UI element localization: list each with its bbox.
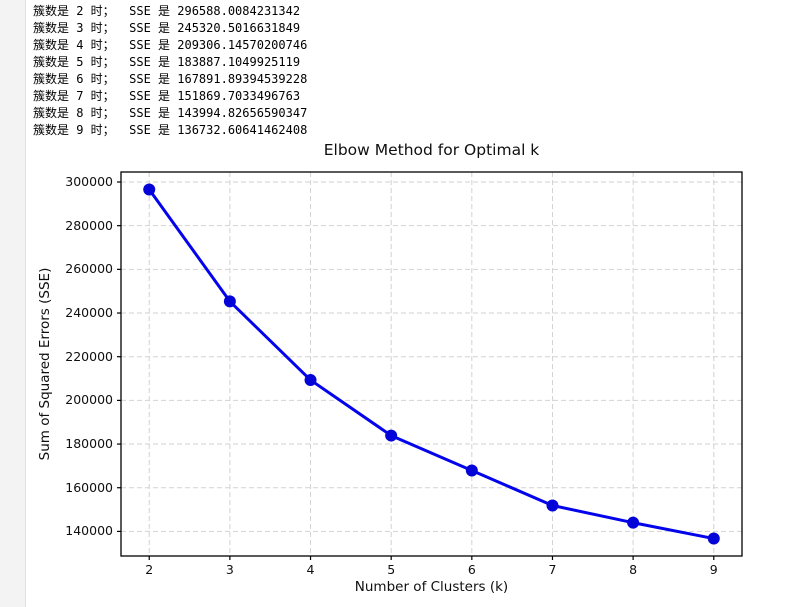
console-line: 簇数是 2 时； SSE 是 296588.0084231342 — [33, 4, 301, 18]
data-point-k2 — [143, 183, 156, 196]
y-tick-label: 200000 — [65, 392, 113, 408]
console-line: 簇数是 3 时； SSE 是 245320.5016631849 — [33, 21, 301, 35]
console-output: 簇数是 2 时； SSE 是 296588.0084231342 簇数是 3 时；… — [33, 3, 307, 139]
console-line: 簇数是 8 时； SSE 是 143994.82656590347 — [33, 106, 308, 120]
x-tick-label: 9 — [709, 562, 718, 577]
sse-line — [147, 187, 716, 541]
x-tick-label: 5 — [387, 562, 396, 577]
y-tick-label: 280000 — [65, 217, 113, 233]
x-tick-label: 2 — [145, 562, 154, 577]
x-axis-label: Number of Clusters (k) — [354, 579, 509, 595]
data-point-k4 — [304, 374, 317, 387]
console-line: 簇数是 6 时； SSE 是 167891.89394539228 — [33, 72, 308, 86]
data-point-k5 — [385, 429, 398, 442]
data-point-k8 — [627, 516, 640, 529]
x-tick-label: 6 — [467, 562, 476, 577]
y-tick-label: 160000 — [65, 479, 113, 495]
console-line: 簇数是 4 时； SSE 是 209306.14570200746 — [33, 38, 308, 52]
console-line: 簇数是 7 时； SSE 是 151869.7033496763 — [33, 89, 301, 103]
y-tick-label: 260000 — [65, 261, 113, 277]
x-tick-label: 3 — [225, 562, 234, 577]
chart-title: Elbow Method for Optimal k — [323, 141, 540, 159]
y-tick-label: 240000 — [65, 305, 113, 321]
data-point-k6 — [465, 464, 478, 477]
y-tick-label: 140000 — [65, 523, 113, 539]
console-line: 簇数是 9 时； SSE 是 136732.60641462408 — [33, 123, 308, 137]
x-tick-label: 8 — [629, 562, 638, 577]
data-point-k7 — [546, 499, 559, 512]
plot-border — [120, 171, 743, 557]
data-point-k9 — [707, 532, 720, 545]
y-tick-label: 300000 — [65, 174, 113, 189]
data-point-k3 — [223, 295, 236, 308]
console-line: 簇数是 5 时； SSE 是 183887.1049925119 — [33, 55, 301, 69]
x-tick-label: 4 — [306, 562, 315, 577]
y-tick-label: 180000 — [65, 436, 113, 452]
y-tick-label: 220000 — [65, 348, 113, 364]
console-left-gutter — [0, 0, 26, 607]
x-tick-label: 7 — [548, 562, 557, 577]
